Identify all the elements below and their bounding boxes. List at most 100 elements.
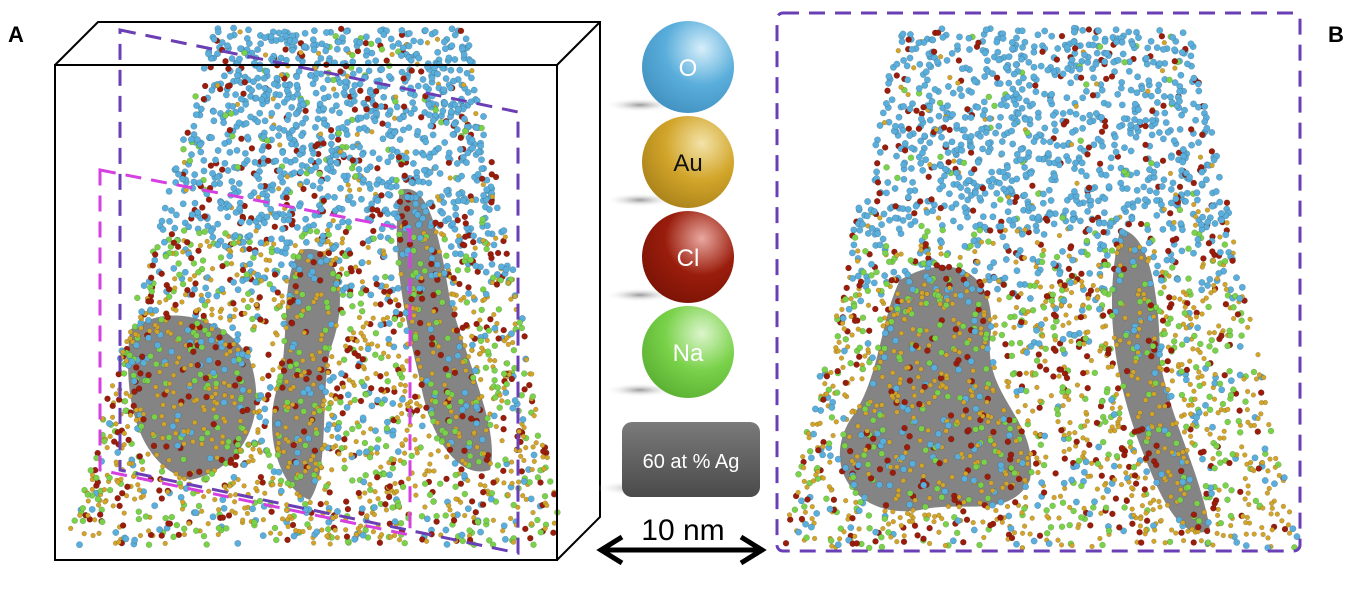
atom-o <box>228 177 236 185</box>
atom-au <box>1034 240 1040 246</box>
atom-o <box>1030 63 1038 71</box>
atom-au <box>258 278 265 284</box>
atom-cl <box>226 126 234 134</box>
atom-cl <box>1209 248 1216 255</box>
atom-au <box>214 400 220 407</box>
atom-o <box>234 539 242 547</box>
atom-au <box>77 512 83 518</box>
atom-o <box>291 37 299 45</box>
atom-cl <box>286 298 294 306</box>
atom-o <box>1153 44 1161 52</box>
atom-o <box>300 389 308 397</box>
atom-o <box>482 268 490 276</box>
atom-au <box>474 444 480 450</box>
atom-cl <box>1257 389 1265 396</box>
atom-au <box>284 278 290 284</box>
atom-au <box>139 466 146 473</box>
atom-o <box>272 213 280 221</box>
atom-o <box>1112 148 1120 156</box>
atom-na <box>304 521 311 528</box>
atom-au <box>181 365 188 371</box>
atom-o <box>1110 462 1118 470</box>
atom-au <box>186 520 192 527</box>
atom-cl <box>418 295 426 302</box>
atom-o <box>1112 26 1120 34</box>
atom-o <box>1064 157 1072 165</box>
atom-au <box>201 426 207 432</box>
atom-au <box>1081 450 1087 456</box>
atom-o <box>414 82 422 90</box>
atom-cl <box>264 157 272 165</box>
atom-o <box>863 212 871 220</box>
atom-o <box>308 268 316 276</box>
atom-na <box>349 303 356 310</box>
atom-cl <box>290 441 297 449</box>
atom-cl <box>550 529 557 536</box>
legend-item-na: Na <box>605 306 734 398</box>
atom-na <box>479 216 486 223</box>
atom-o <box>906 105 914 113</box>
atom-o <box>919 166 927 174</box>
atom-cl <box>905 125 913 132</box>
atom-au <box>1126 479 1132 485</box>
atom-au <box>110 503 116 509</box>
atom-o <box>122 535 130 543</box>
atom-o <box>240 461 248 469</box>
atom-o <box>409 99 417 107</box>
atom-na <box>1206 393 1213 401</box>
panel-b-label: B <box>1328 22 1344 47</box>
atom-cl <box>316 374 323 382</box>
atom-au <box>1227 533 1234 539</box>
atom-au <box>187 276 193 283</box>
atom-o <box>931 85 939 93</box>
atom-o <box>979 145 987 153</box>
atom-au <box>397 381 404 388</box>
atom-o <box>948 138 956 146</box>
atom-au <box>480 181 486 188</box>
atom-au <box>1137 244 1143 250</box>
atom-o <box>258 437 266 445</box>
atom-o <box>485 206 493 213</box>
atom-au <box>1178 487 1184 493</box>
atom-o <box>385 72 393 80</box>
atom-o <box>179 200 187 208</box>
atom-cl <box>212 343 219 351</box>
atom-o <box>500 522 508 530</box>
atom-au <box>325 369 331 376</box>
atom-au <box>461 82 467 88</box>
atom-o <box>470 251 478 259</box>
atom-au <box>270 96 276 102</box>
atom-au <box>1279 518 1285 524</box>
atom-au <box>991 364 998 371</box>
atom-o <box>151 502 159 510</box>
atom-na <box>121 397 129 405</box>
atom-au <box>1062 394 1068 400</box>
atom-o <box>274 420 282 428</box>
atom-o <box>358 259 366 266</box>
atom-o <box>355 66 363 74</box>
atom-o <box>419 76 427 83</box>
atom-au <box>161 421 167 427</box>
atom-au <box>1098 273 1104 280</box>
atom-o <box>887 325 895 333</box>
atom-au <box>341 457 347 463</box>
atom-na <box>362 472 369 479</box>
atom-o <box>460 115 468 123</box>
atom-o <box>256 413 264 421</box>
atom-na <box>395 502 402 510</box>
atom-na <box>864 461 872 468</box>
atom-na <box>1224 418 1231 426</box>
atom-o <box>269 181 277 189</box>
atom-au <box>1181 491 1188 497</box>
atom-au <box>436 249 443 255</box>
atom-o <box>1008 39 1016 46</box>
atom-au <box>261 396 267 402</box>
atom-cl <box>376 539 384 547</box>
atom-na <box>1157 289 1164 297</box>
atom-cl <box>321 356 329 363</box>
atom-o <box>879 235 887 243</box>
atom-cl <box>147 274 155 281</box>
atom-au <box>809 504 815 510</box>
atom-na <box>1205 303 1212 311</box>
atom-cl <box>946 126 953 134</box>
